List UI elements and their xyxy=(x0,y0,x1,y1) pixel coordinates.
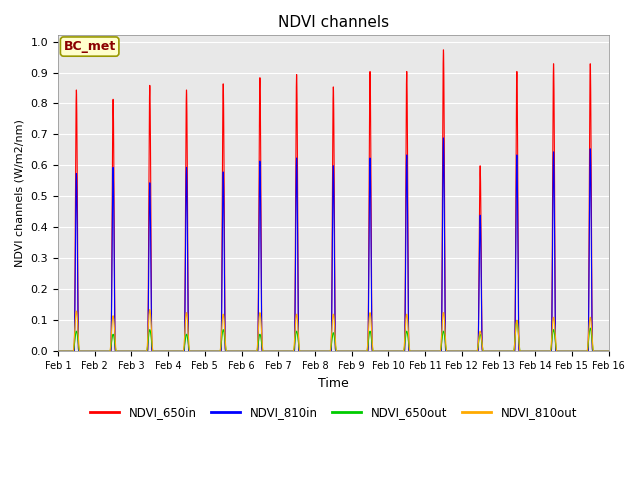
NDVI_810out xyxy=(575,348,583,354)
NDVI_650in xyxy=(399,348,406,354)
NDVI_810in xyxy=(552,320,559,325)
NDVI_650out xyxy=(552,337,559,343)
NDVI_650out xyxy=(120,348,128,354)
NDVI_650out xyxy=(554,348,562,354)
NDVI_650out xyxy=(265,348,273,354)
NDVI_650in xyxy=(554,348,562,354)
NDVI_810in xyxy=(120,348,128,354)
NDVI_810out xyxy=(552,332,559,337)
Line: NDVI_810out: NDVI_810out xyxy=(58,310,609,351)
NDVI_810out xyxy=(554,348,562,354)
Line: NDVI_650out: NDVI_650out xyxy=(58,320,609,351)
NDVI_810in xyxy=(575,348,583,354)
NDVI_650out xyxy=(54,348,62,354)
NDVI_810in xyxy=(605,348,612,354)
NDVI_650in xyxy=(440,47,447,53)
NDVI_650in xyxy=(54,348,62,354)
NDVI_650out xyxy=(513,317,520,323)
NDVI_650out xyxy=(575,348,583,354)
NDVI_810out xyxy=(120,348,128,354)
NDVI_810in xyxy=(54,348,62,354)
NDVI_810in xyxy=(265,348,273,354)
NDVI_650in xyxy=(605,348,612,354)
NDVI_650out xyxy=(399,348,406,354)
NDVI_810out xyxy=(146,307,154,312)
NDVI_810out xyxy=(399,348,406,354)
Title: NDVI channels: NDVI channels xyxy=(278,15,389,30)
NDVI_810in xyxy=(554,348,562,354)
NDVI_810out xyxy=(54,348,62,354)
NDVI_810out xyxy=(265,348,273,354)
NDVI_810in xyxy=(440,135,447,141)
NDVI_650in xyxy=(575,348,583,354)
Legend: NDVI_650in, NDVI_810in, NDVI_650out, NDVI_810out: NDVI_650in, NDVI_810in, NDVI_650out, NDV… xyxy=(85,401,582,424)
Line: NDVI_810in: NDVI_810in xyxy=(58,138,609,351)
NDVI_650in xyxy=(552,307,559,313)
X-axis label: Time: Time xyxy=(318,377,349,390)
Line: NDVI_650in: NDVI_650in xyxy=(58,50,609,351)
NDVI_650out xyxy=(605,348,612,354)
Text: BC_met: BC_met xyxy=(63,40,116,53)
NDVI_650in xyxy=(265,348,273,354)
NDVI_650in xyxy=(120,348,128,354)
NDVI_810in xyxy=(399,348,406,354)
Y-axis label: NDVI channels (W/m2/nm): NDVI channels (W/m2/nm) xyxy=(15,120,25,267)
NDVI_810out xyxy=(605,348,612,354)
